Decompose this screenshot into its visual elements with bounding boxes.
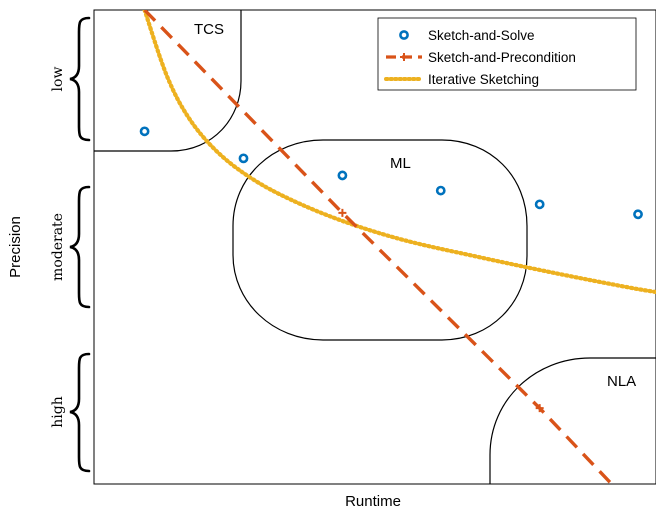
series-point-sketch-and-solve-0 (139, 126, 150, 137)
series-line-sketch-and-precondition (143, 10, 614, 484)
brace-high-icon (69, 352, 91, 473)
legend-box (377, 17, 637, 91)
series-line-iterative-sketching (142, 10, 656, 295)
x-axis-label: Runtime (345, 493, 401, 510)
legend-label-sketch-and-solve: Sketch-and-Solve (428, 28, 535, 43)
y-axis-label: Precision (7, 216, 24, 278)
series-point-sketch-and-solve-3 (435, 185, 446, 196)
region-ml-shape (232, 139, 528, 341)
series-layer (139, 10, 656, 484)
legend-label-sketch-and-precondition: Sketch-and-Precondition (428, 50, 576, 65)
region-label-nla: NLA (607, 373, 636, 390)
legend: Sketch-and-Solve Sketch-and-Precondition… (377, 17, 637, 91)
series-point-sketch-and-solve-2 (337, 170, 348, 181)
precision-level-moderate: moderate (50, 213, 66, 281)
region-label-tcs: TCS (194, 21, 224, 38)
series-point-sketch-and-solve-4 (534, 199, 545, 210)
series-point-sketch-and-precondition-2 (535, 404, 544, 413)
series-point-sketch-and-solve-1 (238, 153, 249, 164)
legend-label-iterative-sketching: Iterative Sketching (428, 72, 539, 87)
brace-moderate-icon (69, 185, 91, 309)
region-tcs-shape (94, 10, 242, 152)
series-point-sketch-and-precondition-1 (338, 208, 347, 217)
series-point-sketch-and-solve-5 (633, 209, 643, 220)
legend-marker-sketch-and-precondition (400, 53, 408, 61)
precision-level-low: low (50, 67, 66, 92)
brace-low-icon (69, 16, 91, 142)
plot-area (93, 9, 656, 485)
precision-level-high: high (50, 396, 66, 427)
legend-marker-sketch-and-solve (399, 30, 409, 40)
region-label-ml: ML (390, 155, 411, 172)
